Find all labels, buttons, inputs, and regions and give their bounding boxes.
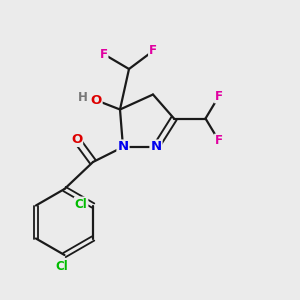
Text: O: O <box>71 133 82 146</box>
Text: Cl: Cl <box>75 197 88 211</box>
Text: O: O <box>90 94 102 107</box>
Text: Cl: Cl <box>55 260 68 273</box>
Text: H: H <box>78 91 87 104</box>
Text: F: F <box>215 134 223 148</box>
Text: N: N <box>150 140 162 154</box>
Text: F: F <box>215 89 223 103</box>
Text: F: F <box>100 47 107 61</box>
Text: N: N <box>117 140 129 154</box>
Text: F: F <box>149 44 157 58</box>
